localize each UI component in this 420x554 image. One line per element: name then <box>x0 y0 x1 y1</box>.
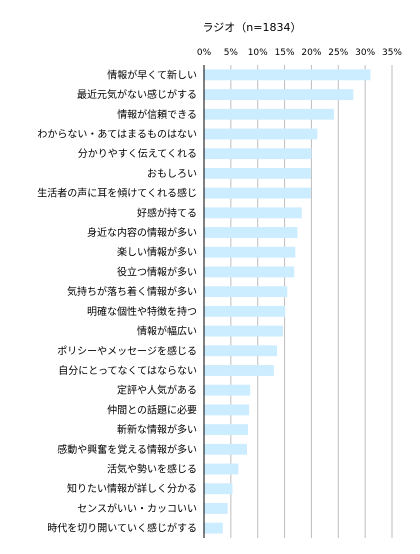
tick-label: 15% <box>275 48 295 58</box>
bar <box>204 503 228 514</box>
tick-label: 10% <box>248 48 268 58</box>
bar <box>204 345 278 357</box>
bar <box>204 325 283 337</box>
bar <box>204 463 239 475</box>
category-label: おもしろい <box>147 168 197 180</box>
category-label: 最近元気がない感じがする <box>77 88 197 101</box>
bar <box>204 404 250 416</box>
category-label: 自分にとってなくてはならない <box>58 364 197 377</box>
bar <box>204 483 233 495</box>
bar <box>204 365 274 376</box>
category-label: 情報が信頼できる <box>117 108 197 121</box>
bar <box>204 266 295 278</box>
category-label: 感動や興奮を覚える情報が多い <box>57 443 197 456</box>
bars <box>204 69 371 534</box>
category-label: 役立つ情報が多い <box>117 265 197 278</box>
tick-labels: 0% 5% 10% 15% 20% 25% 30% 35% <box>197 48 403 58</box>
category-label: 知りたい情報が詳しく分かる <box>67 482 197 495</box>
category-label: 定評や人気がある <box>117 384 197 397</box>
grid-lines <box>230 65 393 538</box>
bar <box>204 227 298 238</box>
bar <box>204 286 288 298</box>
category-label: 活気や勢いを感じる <box>107 463 197 476</box>
category-label: 生活者の声に耳を傾けてくれる感じ <box>37 187 197 200</box>
category-labels: 情報が早くて新しい最近元気がない感じがする情報が信頼できるわからない・あてはまる… <box>37 68 197 534</box>
tick-label: 30% <box>355 48 375 58</box>
tick-label: 25% <box>328 48 348 58</box>
category-label: 仲間との話題に必要 <box>107 403 197 416</box>
tick-label: 20% <box>301 48 321 58</box>
category-label: 楽しい情報が多い <box>117 246 197 259</box>
bar <box>204 305 286 317</box>
category-label: 気持ちが落ち着く情報が多い <box>67 285 197 298</box>
bar <box>204 522 223 534</box>
category-label: 分かりやすく伝えてくれる <box>78 148 197 160</box>
tick-label: 5% <box>224 48 239 58</box>
bar <box>204 443 247 455</box>
bar <box>204 246 296 258</box>
category-label: わからない・あてはまるものはない <box>37 128 197 140</box>
bar <box>204 108 334 120</box>
bar <box>204 89 354 100</box>
bar <box>204 148 312 160</box>
bar <box>204 167 311 179</box>
category-label: センスがいい・カッコいい <box>77 502 197 515</box>
chart-title: ラジオ（n=1834） <box>203 21 302 34</box>
category-label: 好感が持てる <box>137 206 197 219</box>
category-label: 情報が幅広い <box>137 325 197 338</box>
tick-label: 0% <box>197 48 212 58</box>
bar <box>204 207 302 219</box>
bar <box>204 187 311 199</box>
bar <box>204 424 249 436</box>
category-label: ポリシーやメッセージを感じる <box>57 344 197 357</box>
category-label: 身近な内容の情報が多い <box>87 226 197 239</box>
category-label: 情報が早くて新しい <box>107 68 197 81</box>
category-label: 明確な個性や特徴を持つ <box>87 305 197 318</box>
category-label: 時代を切り開いていく感じがする <box>47 522 197 535</box>
tick-label: 35% <box>382 48 402 58</box>
bar <box>204 69 371 81</box>
bar <box>204 128 318 140</box>
category-label: 斬新な情報が多い <box>117 423 197 436</box>
bar <box>204 384 251 396</box>
